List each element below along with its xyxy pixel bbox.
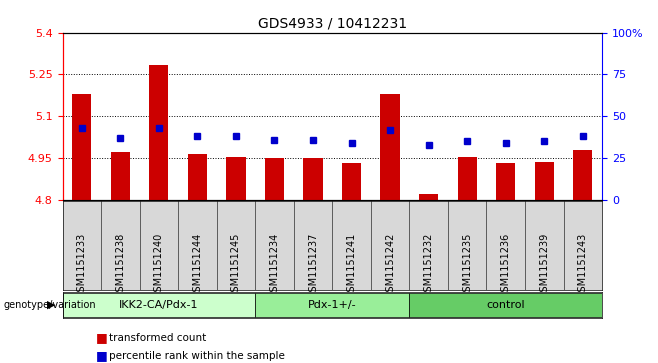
Text: percentile rank within the sample: percentile rank within the sample [109, 351, 284, 361]
Bar [265, 158, 284, 200]
Bar [303, 158, 322, 200]
FancyBboxPatch shape [63, 293, 255, 317]
Text: ▶: ▶ [47, 300, 56, 310]
Text: ■: ■ [96, 349, 108, 362]
Bar [496, 163, 515, 200]
Bar [188, 154, 207, 200]
Bar [380, 94, 400, 200]
Text: Pdx-1+/-: Pdx-1+/- [308, 300, 357, 310]
Title: GDS4933 / 10412231: GDS4933 / 10412231 [258, 16, 407, 30]
Text: ■: ■ [96, 331, 108, 344]
Bar [111, 152, 130, 200]
Bar [342, 163, 361, 200]
Bar [149, 65, 168, 200]
Bar [534, 162, 554, 200]
Text: control: control [486, 300, 525, 310]
Text: transformed count: transformed count [109, 333, 206, 343]
Bar [457, 156, 477, 200]
Bar [72, 94, 91, 200]
FancyBboxPatch shape [255, 293, 409, 317]
Bar [419, 194, 438, 200]
Text: IKK2-CA/Pdx-1: IKK2-CA/Pdx-1 [119, 300, 199, 310]
Bar [573, 150, 592, 200]
Text: genotype/variation: genotype/variation [3, 300, 96, 310]
FancyBboxPatch shape [409, 293, 602, 317]
Bar [226, 156, 245, 200]
